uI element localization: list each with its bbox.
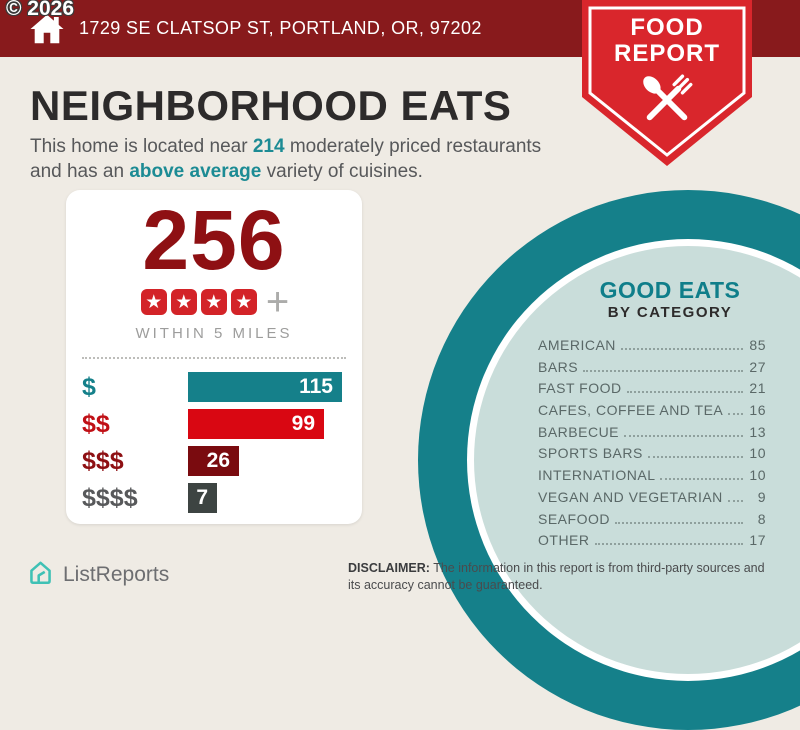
copyright-watermark: © 2026 xyxy=(6,0,75,20)
price-bar-value: 115 xyxy=(299,375,333,398)
category-value: 27 xyxy=(749,358,766,375)
good-eats-subtitle: BY CATEGORY xyxy=(607,304,733,321)
dotted-leader xyxy=(727,499,743,502)
category-row: AMERICAN 85 xyxy=(538,337,766,359)
category-row: OTHER 17 xyxy=(538,532,766,554)
category-value: 85 xyxy=(749,337,766,353)
dotted-leader xyxy=(647,456,743,459)
restaurant-summary-card: 256 ★ ★ ★ ★ + WITHIN 5 MILES $115 $$ 99 $$$ 26 $$… xyxy=(66,190,362,524)
category-value: 16 xyxy=(749,402,766,419)
dotted-leader xyxy=(620,348,743,350)
category-row: SEAFOOD 8 xyxy=(538,511,766,533)
star-rating: ★ ★ ★ ★ + xyxy=(66,280,362,324)
disclaimer: DISCLAIMER: The information in this repo… xyxy=(348,561,765,592)
dotted-separator xyxy=(82,357,346,359)
price-bar: 7 xyxy=(188,483,217,513)
category-name: BARBECUE xyxy=(538,423,620,440)
category-value: 13 xyxy=(749,423,766,440)
category-row: BARS 27 xyxy=(538,359,766,381)
category-row: SPORTS BARS 10 xyxy=(538,445,766,467)
category-name: INTERNATIONAL xyxy=(538,467,656,484)
price-bars: $115 $$ 99 $$$ 26 $$$$ 7 xyxy=(66,372,362,513)
total-restaurant-count: 256 xyxy=(142,193,286,287)
listreports-house-icon xyxy=(26,558,55,592)
category-value: 8 xyxy=(757,510,766,527)
plus-icon: + xyxy=(265,280,290,324)
price-bar-value: 7 xyxy=(196,486,208,509)
price-bar-row: $$$ 26 xyxy=(82,446,362,476)
radius-label: WITHIN 5 MILES xyxy=(135,325,293,342)
dotted-leader xyxy=(660,478,743,481)
category-value: 10 xyxy=(749,445,766,462)
star-badge-icon: ★ xyxy=(230,289,257,315)
star-badge-icon: ★ xyxy=(200,289,227,315)
category-row: VEGAN AND VEGETARIAN 9 xyxy=(538,489,766,511)
category-name: SEAFOOD xyxy=(538,510,610,527)
listreports-logo: ListReports xyxy=(26,558,169,592)
category-name: OTHER xyxy=(538,532,590,549)
price-bar: 26 xyxy=(188,446,239,476)
price-tier-label: $$$ xyxy=(82,446,124,475)
dotted-leader xyxy=(624,434,743,437)
dotted-leader xyxy=(626,391,743,394)
dotted-leader xyxy=(594,543,743,546)
price-bar-row: $115 xyxy=(82,372,362,402)
food-report-badge: FOOD REPORT xyxy=(582,0,752,168)
category-name: VEGAN AND VEGETARIAN xyxy=(538,488,723,505)
brand-name: ListReports xyxy=(63,563,170,586)
price-bar-row: $$ 99 xyxy=(82,409,362,439)
category-value: 17 xyxy=(749,532,766,549)
category-row: BARBECUE 13 xyxy=(538,424,766,446)
category-name: AMERICAN xyxy=(538,337,616,353)
good-eats-title: GOOD EATS xyxy=(599,277,741,303)
variety-highlight: above average xyxy=(129,161,262,182)
category-name: SPORTS BARS xyxy=(538,445,643,462)
category-name: FAST FOOD xyxy=(538,380,622,397)
category-row: INTERNATIONAL 10 xyxy=(538,467,766,489)
price-tier-label: $ xyxy=(82,372,96,401)
category-name: CAFES, COFFEE AND TEA xyxy=(538,402,724,419)
category-row: CAFES, COFFEE AND TEA 16 xyxy=(538,402,766,424)
price-bar: 99 xyxy=(188,409,324,439)
price-bar-value: 99 xyxy=(291,412,315,435)
property-address: 1729 SE CLATSOP ST, PORTLAND, OR, 97202 xyxy=(79,18,482,38)
ribbon-shape xyxy=(582,0,752,166)
category-value: 21 xyxy=(749,380,766,397)
page-subtitle: This home is located near 214 moderately… xyxy=(30,136,542,182)
price-tier-label: $$$$ xyxy=(82,483,138,512)
category-value: 10 xyxy=(749,467,766,484)
badge-title-line2: REPORT xyxy=(613,40,720,67)
restaurant-count: 214 xyxy=(252,136,285,157)
category-value: 9 xyxy=(757,488,766,505)
dotted-leader xyxy=(728,413,743,416)
star-badge-icon: ★ xyxy=(140,289,167,315)
category-row: FAST FOOD 21 xyxy=(538,380,766,402)
star-badge-icon: ★ xyxy=(170,289,197,315)
price-bar-value: 26 xyxy=(206,449,230,472)
badge-title-line1: FOOD xyxy=(630,14,704,41)
price-bar-row: $$$$ 7 xyxy=(82,483,362,513)
page-title: NEIGHBORHOOD EATS xyxy=(30,82,512,129)
price-tier-label: $$ xyxy=(82,409,110,438)
price-bar: 115 xyxy=(188,372,342,402)
dotted-leader xyxy=(614,521,743,524)
category-name: BARS xyxy=(538,358,579,375)
dotted-leader xyxy=(583,369,743,372)
category-list: AMERICAN 85 BARS 27 FAST FOOD 21 CAFES, COFFEE… xyxy=(538,337,766,554)
home-icon xyxy=(28,11,66,47)
